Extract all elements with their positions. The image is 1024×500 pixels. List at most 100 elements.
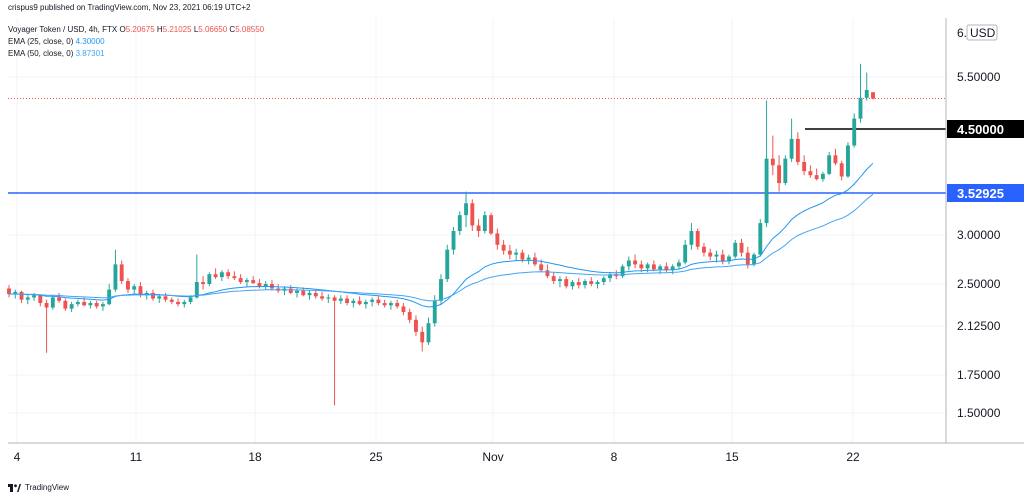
candle-body — [839, 163, 844, 177]
candle-body — [507, 250, 512, 255]
candle-body — [138, 286, 143, 296]
tradingview-branding[interactable]: TradingView — [8, 483, 69, 492]
candle-body — [676, 262, 681, 267]
candle-body — [445, 249, 450, 280]
candle-body — [720, 254, 725, 262]
x-tick-label: 22 — [846, 450, 860, 464]
candle-body — [820, 173, 825, 180]
candle-body — [407, 312, 412, 320]
candle-body — [370, 299, 375, 302]
candle-body — [432, 300, 437, 324]
candle-body — [545, 270, 550, 277]
candle-body — [19, 291, 24, 300]
candle-body — [25, 297, 30, 300]
candle-body — [320, 296, 324, 299]
candle-body — [758, 223, 763, 255]
candle-body — [464, 203, 468, 216]
price-levels: 4.50000 3.52925 — [8, 98, 1024, 202]
y-tick-label: 1.75000 — [957, 368, 1001, 382]
candle-body — [50, 297, 55, 308]
candle-body — [113, 264, 118, 290]
candle-body — [595, 282, 600, 284]
candle-body — [363, 301, 368, 305]
candle-body — [100, 304, 105, 307]
candle-body — [764, 158, 769, 224]
candle-body — [38, 295, 43, 304]
candle-body — [739, 242, 744, 253]
high-value: 5.21025 — [162, 25, 192, 34]
candle-body — [57, 297, 62, 301]
unit-badge — [966, 24, 998, 41]
unit-label: USD — [970, 26, 996, 40]
candles — [7, 63, 875, 406]
candle-body — [395, 303, 400, 307]
candle-body — [107, 289, 112, 305]
candle-body — [226, 272, 231, 277]
candle-body — [708, 252, 713, 257]
candle-body — [451, 231, 456, 250]
candle-body — [401, 306, 406, 312]
candle-body — [570, 282, 575, 287]
low-label: L — [193, 25, 199, 34]
ema50-line — [8, 193, 874, 302]
candle-body — [777, 165, 782, 184]
candle-body — [44, 303, 49, 308]
resistance-price-label: 4.50000 — [957, 122, 1004, 137]
candle-body — [833, 155, 838, 164]
candle-body — [94, 303, 99, 307]
close-label: C — [229, 25, 236, 34]
candle-body — [232, 276, 237, 279]
candle-body — [551, 276, 556, 282]
candle-body — [326, 297, 331, 299]
candle-body — [564, 279, 569, 287]
candle-body — [639, 264, 644, 269]
candle-body — [414, 319, 418, 332]
candle-body — [633, 260, 638, 265]
ema25-legend[interactable]: EMA (25, close, 0) 4.30000 — [8, 37, 105, 46]
x-tick-label: 8 — [611, 450, 618, 464]
y-tick-label: 2.12500 — [957, 319, 1001, 333]
y-tick-label: 5.50000 — [957, 70, 1001, 84]
close-value: 5.08550 — [235, 25, 265, 34]
ema-lines — [8, 162, 874, 308]
candle-body — [351, 300, 356, 304]
tradingview-logo-icon — [8, 483, 21, 492]
candle-body — [714, 254, 719, 257]
symbol-name: Voyager Token / USD, 4h, FTX — [8, 25, 118, 34]
candle-body — [182, 301, 187, 305]
support-price-tag — [947, 184, 1024, 202]
candle-body — [802, 161, 807, 172]
candle-body — [163, 296, 168, 300]
x-tick-label: 4 — [14, 450, 21, 464]
candle-body — [620, 266, 625, 277]
candle-body — [82, 301, 87, 306]
publish-info: crispus9 published on TradingView.com, N… — [8, 3, 250, 12]
candle-body — [132, 286, 137, 290]
resistance-price-tag — [947, 120, 1024, 138]
ema50-legend[interactable]: EMA (50, close, 0) 3.87301 — [8, 49, 105, 58]
candle-body — [608, 274, 612, 279]
candle-body — [476, 225, 481, 232]
candle-body — [13, 291, 18, 295]
symbol-legend: Voyager Token / USD, 4h, FTX O5.20675 H5… — [8, 25, 264, 34]
candle-body — [745, 252, 750, 265]
candle-body — [63, 300, 68, 309]
candle-body — [388, 303, 393, 306]
candle-body — [526, 257, 531, 260]
candle-body — [858, 97, 863, 119]
candle-body — [213, 274, 218, 278]
candle-body — [288, 288, 293, 293]
x-tick-label: Nov — [482, 450, 503, 464]
candle-body — [119, 264, 124, 282]
ema50-value: 3.87301 — [75, 49, 105, 58]
high-label: H — [156, 25, 163, 34]
candle-body — [733, 242, 738, 257]
candle-body — [75, 301, 80, 305]
ema50-label: EMA (50, close, 0) — [8, 49, 74, 58]
candle-body — [382, 303, 387, 306]
candle-body — [426, 323, 431, 343]
candle-body — [188, 297, 193, 302]
candle-body — [88, 303, 93, 306]
candle-body — [301, 290, 306, 296]
